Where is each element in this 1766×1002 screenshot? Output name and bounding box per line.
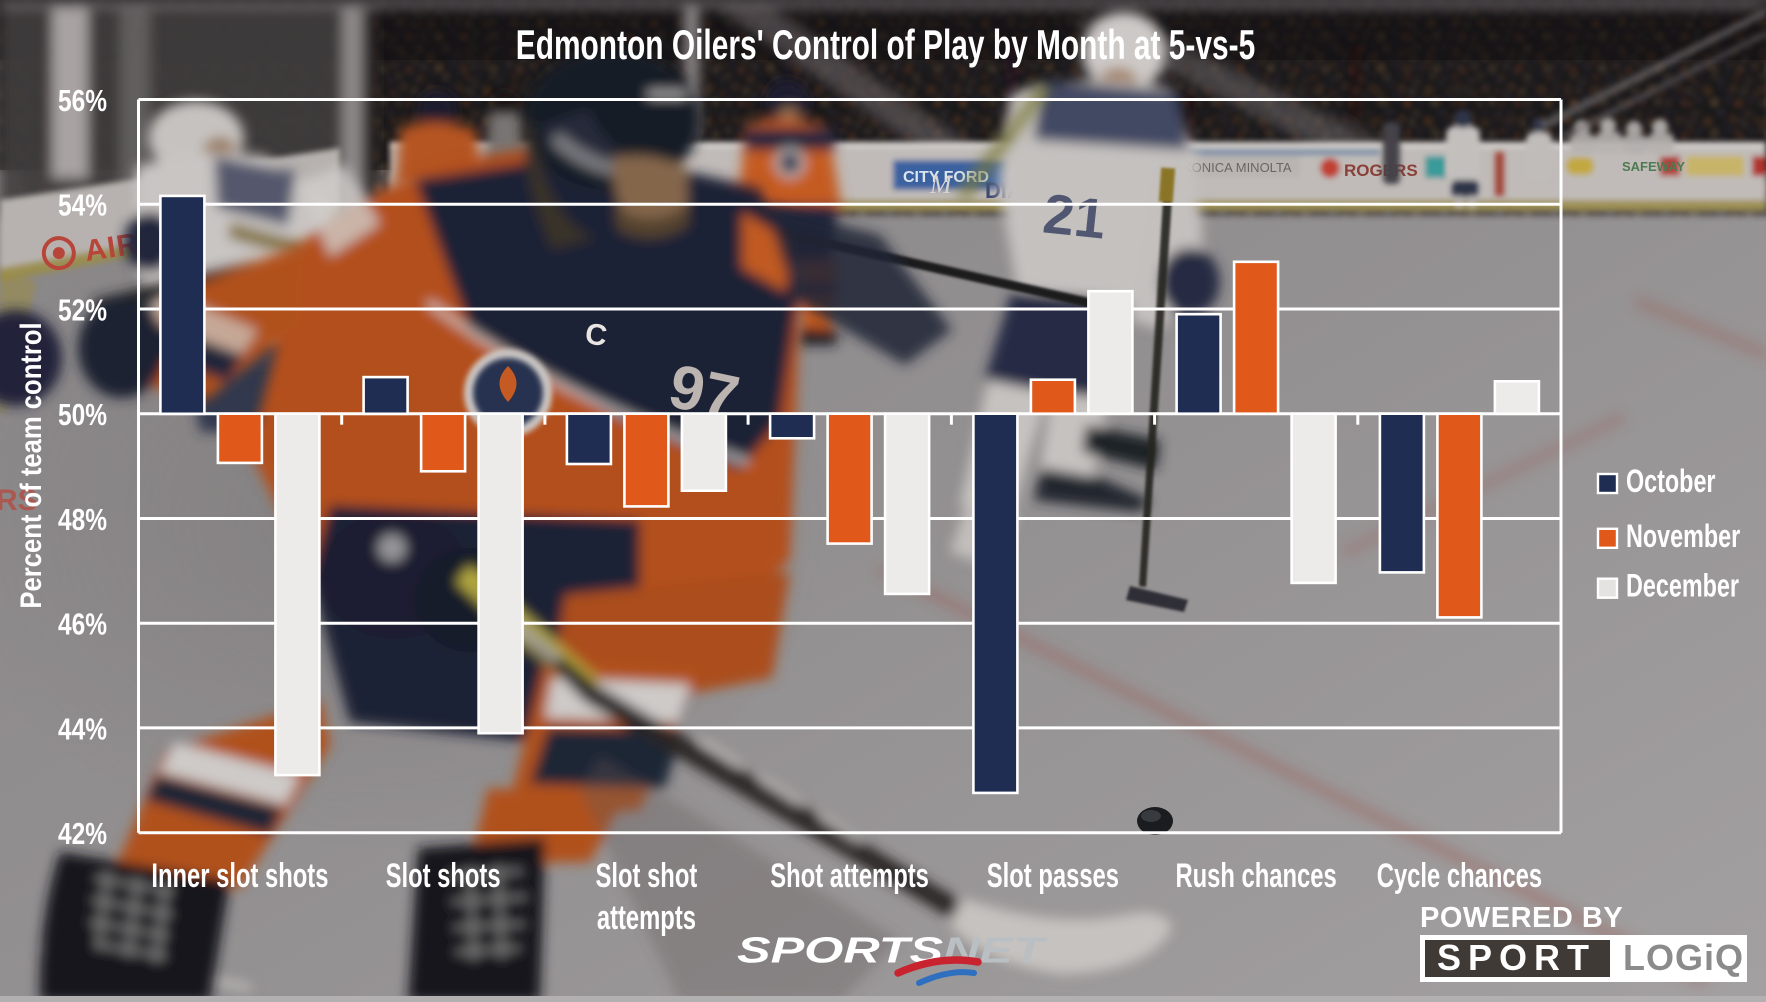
svg-text:50%: 50% <box>58 397 107 431</box>
svg-text:21: 21 <box>1040 181 1109 250</box>
svg-text:C: C <box>583 317 609 353</box>
svg-text:48%: 48% <box>58 502 107 536</box>
svg-text:SPORT: SPORT <box>1437 937 1596 978</box>
svg-text:Cycle chances: Cycle chances <box>1377 857 1542 895</box>
svg-text:November: November <box>1626 518 1740 553</box>
svg-text:Percent of team control: Percent of team control <box>14 322 47 608</box>
svg-text:54%: 54% <box>58 188 107 222</box>
svg-text:SPORTSNET: SPORTSNET <box>737 930 1047 971</box>
svg-text:LOGiQ: LOGiQ <box>1623 937 1744 978</box>
svg-text:Rush chances: Rush chances <box>1175 857 1336 895</box>
svg-text:52%: 52% <box>58 293 107 327</box>
svg-text:RS: RS <box>0 484 38 517</box>
svg-text:44%: 44% <box>58 712 107 746</box>
svg-text:Edmonton Oilers' Control of Pl: Edmonton Oilers' Control of Play by Mont… <box>516 21 1255 68</box>
svg-text:Shot attempts: Shot attempts <box>770 857 929 895</box>
svg-text:M: M <box>929 170 953 199</box>
svg-text:Inner slot shots: Inner slot shots <box>151 857 328 895</box>
svg-text:Slot shots: Slot shots <box>386 857 501 895</box>
svg-text:Slot shot: Slot shot <box>596 857 698 895</box>
svg-text:46%: 46% <box>58 607 107 641</box>
svg-text:October: October <box>1626 463 1716 498</box>
svg-text:SAFEWAY: SAFEWAY <box>1622 159 1685 174</box>
svg-text:attempts: attempts <box>597 899 696 937</box>
svg-text:POWERED BY: POWERED BY <box>1420 902 1623 934</box>
svg-text:56%: 56% <box>58 83 107 117</box>
svg-text:KONICA MINOLTA: KONICA MINOLTA <box>1183 160 1292 175</box>
svg-text:December: December <box>1626 568 1739 603</box>
svg-text:42%: 42% <box>58 816 107 850</box>
svg-text:Slot passes: Slot passes <box>987 857 1119 895</box>
